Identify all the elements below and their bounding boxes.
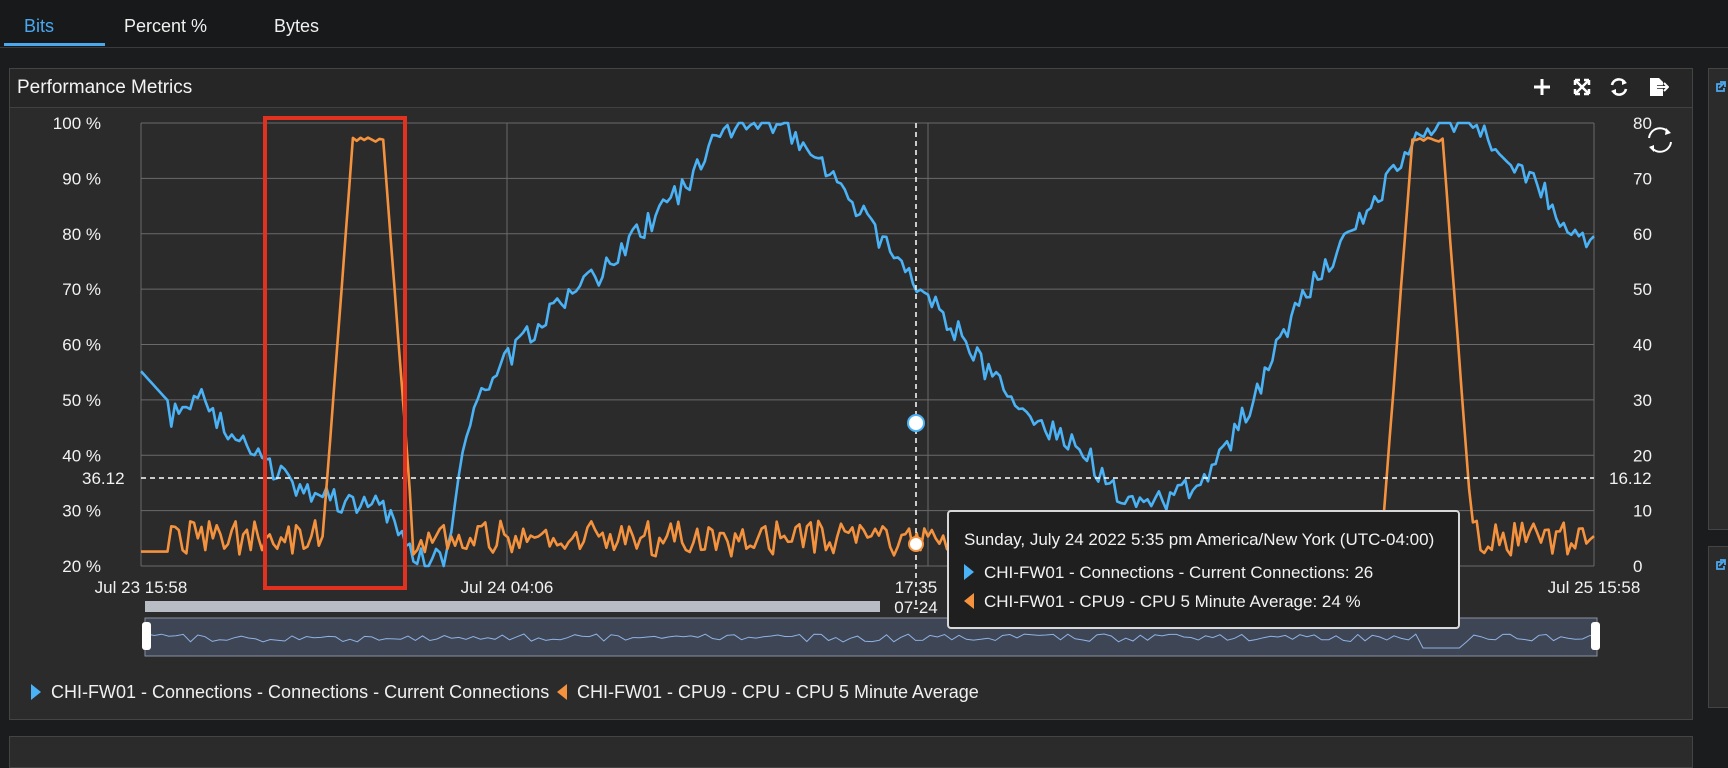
tooltip-title: Sunday, July 24 2022 5:35 pm America/New… [964,530,1435,549]
legend-item-cpu[interactable]: CHI-FW01 - CPU9 - CPU - CPU 5 Minute Ave… [557,682,979,703]
navigator-series [146,633,1598,649]
y-right-tick-label: 80 [1633,114,1652,133]
y-right-tick-label: 10 [1633,502,1652,521]
link-icon [1716,559,1726,570]
tooltip-row-text: CHI-FW01 - CPU9 - CPU 5 Minute Average: … [984,592,1361,611]
tab-bytes[interactable]: Bytes [274,16,320,36]
expand-icon[interactable] [1570,75,1594,99]
tooltip-row-text: CHI-FW01 - Connections - Current Connect… [984,563,1374,582]
y-left-tick-label: 40 % [62,446,101,465]
series-marker-icon [964,564,974,580]
y-right-tick-label: 40 [1633,336,1652,355]
refresh-icon[interactable] [1607,75,1631,99]
y-left-tick-label: 100 % [53,114,101,133]
y-right-tick-label: 60 [1633,225,1652,244]
threshold-left-label: 36.12 [82,469,125,488]
y-right-tick-label: 50 [1633,280,1652,299]
tab-bar: Bits Percent % Bytes [0,0,1728,48]
y-right-tick-label: 0 [1633,557,1642,576]
scrollbar-thumb [145,601,880,612]
legend-item-connections[interactable]: CHI-FW01 - Connections - Connections - C… [31,682,549,703]
highlight-box [263,116,407,590]
series-line-connections [140,121,1595,568]
y-left-tick-label: 30 % [62,502,101,521]
crosshair-point-cpu [908,536,924,552]
chart-tooltip: Sunday, July 24 2022 5:35 pm America/New… [947,510,1460,629]
y-left-tick-label: 90 % [62,169,101,188]
y-left-tick-label: 50 % [62,391,101,410]
series-marker-icon [964,593,974,609]
y-right-tick-label: 20 [1633,446,1652,465]
navigator-handle-right [1591,622,1600,650]
export-icon[interactable] [1646,75,1670,99]
y-right-tick-label: 30 [1633,391,1652,410]
link-icon [1716,81,1726,92]
y-left-tick-label: 80 % [62,225,101,244]
navigator-handle-left [142,622,151,650]
tooltip-row-connections: CHI-FW01 - Connections - Current Connect… [964,563,1373,583]
threshold-right-label: 16.12 [1609,469,1652,488]
reset-zoom-icon[interactable] [1643,123,1677,157]
plus-icon[interactable] [1530,75,1554,99]
legend-marker-icon [31,684,41,700]
crosshair-date-label: 07-24 [894,598,937,617]
active-tab-indicator [4,43,105,46]
performance-table-panel [9,736,1693,768]
y-left-tick-label: 20 % [62,557,101,576]
side-panel-edge [1708,68,1728,530]
x-tick-label: Jul 23 15:58 [95,578,188,597]
side-panel-edge-2 [1708,546,1728,708]
legend-label: CHI-FW01 - CPU9 - CPU - CPU 5 Minute Ave… [577,682,979,702]
legend-label: CHI-FW01 - Connections - Connections - C… [51,682,550,702]
legend-marker-icon [557,684,567,700]
panel-header: Performance Metrics [10,69,1692,108]
tab-bits[interactable]: Bits [24,16,55,36]
tooltip-row-cpu: CHI-FW01 - CPU9 - CPU 5 Minute Average: … [964,592,1361,612]
crosshair-time-label: 17:35 [895,578,938,597]
x-tick-label: Jul 24 04:06 [461,578,554,597]
panel-title: Performance Metrics [17,77,193,98]
y-left-tick-label: 60 % [62,336,101,355]
x-tick-label: Jul 25 15:58 [1548,578,1641,597]
y-right-tick-label: 70 [1633,169,1652,188]
crosshair-point-connections [907,414,925,432]
line-chart: 100 % 80 90 % 70 80 % 60 70 % 50 60 % 40 50 % 30 40 … [53,114,1652,657]
y-left-tick-label: 70 % [62,280,101,299]
tab-percent[interactable]: Percent % [124,16,208,36]
